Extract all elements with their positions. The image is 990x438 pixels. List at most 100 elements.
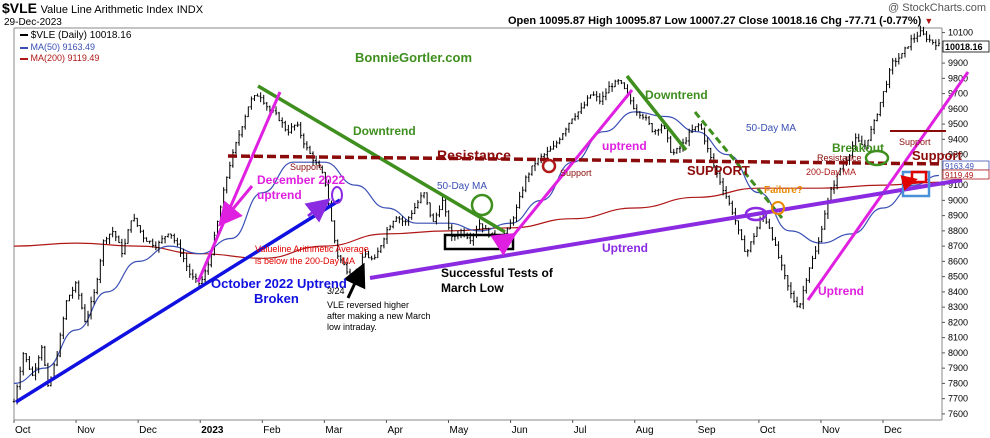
purple-circle-oct [744,206,768,222]
december-arrow [218,185,254,227]
y-tick-label: 8300 [948,302,968,312]
resistance-label: Resistance [437,147,511,163]
support-label-3: Support [899,137,931,147]
y-tick-label: 8200 [948,317,968,327]
x-tick-label: Sep [698,425,716,436]
failure-circle [771,201,785,215]
legend-ma50: MA(50) 9163.49 [20,42,95,52]
december-label-2: uptrend [257,188,302,202]
y-tick-label: 10100 [948,28,973,38]
price-legend-swatch [20,34,28,37]
failure-label: Failure? [764,185,803,196]
x-tick-label: Mar [325,425,343,436]
ma50-line [13,111,939,384]
y-tick-label: 9300 [948,150,968,160]
price-value-label: 10018.16 [945,42,983,52]
y-tick-label: 8400 [948,287,968,297]
breakout-label: Breakout [832,141,884,155]
brand-label: BonnieGortler.com [355,50,472,65]
x-tick-label: Feb [263,425,281,436]
legend-ma200: MA(200) 9119.49 [20,53,99,63]
green-circle-may [470,193,494,217]
x-tick-label: Apr [387,425,403,436]
october-uptrend-line [15,198,341,404]
red-circle-support [541,158,557,174]
y-tick-label: 9800 [948,73,968,83]
ma200-value-label: 9119.49 [945,171,974,180]
y-tick-label: 9100 [948,180,968,190]
support-caps-label: SUPPORT [687,163,750,178]
legend-price: $VLE (Daily) 10018.16 [20,30,131,41]
downtrend-line-2 [625,74,688,152]
y-tick-label: 8600 [948,256,968,266]
ma50-label-2: 50-Day MA [746,123,796,134]
ohlc-values: Open 10095.87 High 10095.87 Low 10007.27… [508,15,922,27]
uptrend-line-jan [196,91,282,283]
uptrend-line-nov [806,71,970,301]
y-tick-label: 8100 [948,333,968,343]
ma200-legend-label: MA(200) 9119.49 [30,53,100,63]
date-324-label: 3/24 [327,286,345,296]
vle-note-3: low intraday. [327,322,377,332]
copyright-label: @ StockCharts.com [888,2,986,14]
ma200-legend-swatch [20,57,28,60]
valueline-note-2: is below the 200-Day MA [255,256,355,266]
y-tick-label: 7900 [948,363,968,373]
y-tick-label: 9600 [948,104,968,114]
uptrend-line-summer [506,89,634,243]
uptrend-label-3: Uptrend [818,284,864,298]
y-tick-label: 9400 [948,134,968,144]
x-tick-label: Nov [77,425,95,436]
successful-tests-label-2: March Low [441,281,504,295]
y-tick-label: 8900 [948,211,968,221]
y-tick-label: 9700 [948,89,968,99]
downtrend-line-1 [257,84,506,234]
chart-header-title: $VLE Value Line Arithmetic Index INDX [2,0,203,16]
x-tick-label: Nov [822,425,840,436]
y-tick-label: 9000 [948,195,968,205]
symbol-label: $VLE [2,0,38,16]
breakout-circle [864,149,890,167]
downtrend-label-2: Downtrend [645,88,708,102]
x-tick-label: Aug [636,425,654,436]
y-tick-label: 7600 [948,409,968,419]
valueline-note-1: Valueline Arithmetic Average [255,244,369,254]
vle-note-2: after making a new March [327,311,431,321]
purple-uptrend-line [369,178,963,280]
red-arrow-dec [900,175,918,191]
exchange-label: INDX [176,4,204,16]
ma200-label: 200-Day MA [806,167,856,177]
support-label-1: Support [290,162,322,172]
purple-arrow-feb [304,198,331,223]
x-tick-label: Jun [512,425,528,436]
ma50-legend-label: MA(50) 9163.49 [30,42,96,52]
successful-tests-label-1: Successful Tests of [441,266,554,280]
index-name-label: Value Line Arithmetic Index [40,4,174,16]
support-right-label: Support [912,148,962,163]
y-tick-label: 7700 [948,394,968,404]
price-legend-label: $VLE (Daily) 10018.16 [30,30,132,41]
ma200-value-box [942,169,990,180]
successful-tests-arrow [490,232,518,256]
price-value-box [942,40,990,53]
october-label-1: October 2022 Uptrend [211,276,347,291]
resistance-small-label: Resistance [817,153,862,163]
resistance-dashed-line [227,154,951,166]
y-tick-label: 8500 [948,272,968,282]
y-tick-label: 8000 [948,348,968,358]
vle-note-1: VLE reversed higher [327,300,409,310]
downtrend-dashed-line [693,111,784,219]
y-tick-label: 9900 [948,58,968,68]
ohlc-label: Open 10095.87 High 10095.87 Low 10007.27… [508,15,933,27]
x-tick-label: Dec [139,425,157,436]
x-tick-label: 2023 [201,425,224,436]
x-tick-label: Oct [15,425,31,436]
ma50-legend-swatch [20,46,28,49]
x-tick-label: Jul [574,425,587,436]
purple-circle-feb [331,186,343,204]
uptrend-label-1: uptrend [602,139,647,153]
reversal-arrow [343,262,366,299]
y-tick-label: 8700 [948,241,968,251]
ma50-label-1: 50-Day MA [437,181,487,192]
y-tick-label: 8800 [948,226,968,236]
